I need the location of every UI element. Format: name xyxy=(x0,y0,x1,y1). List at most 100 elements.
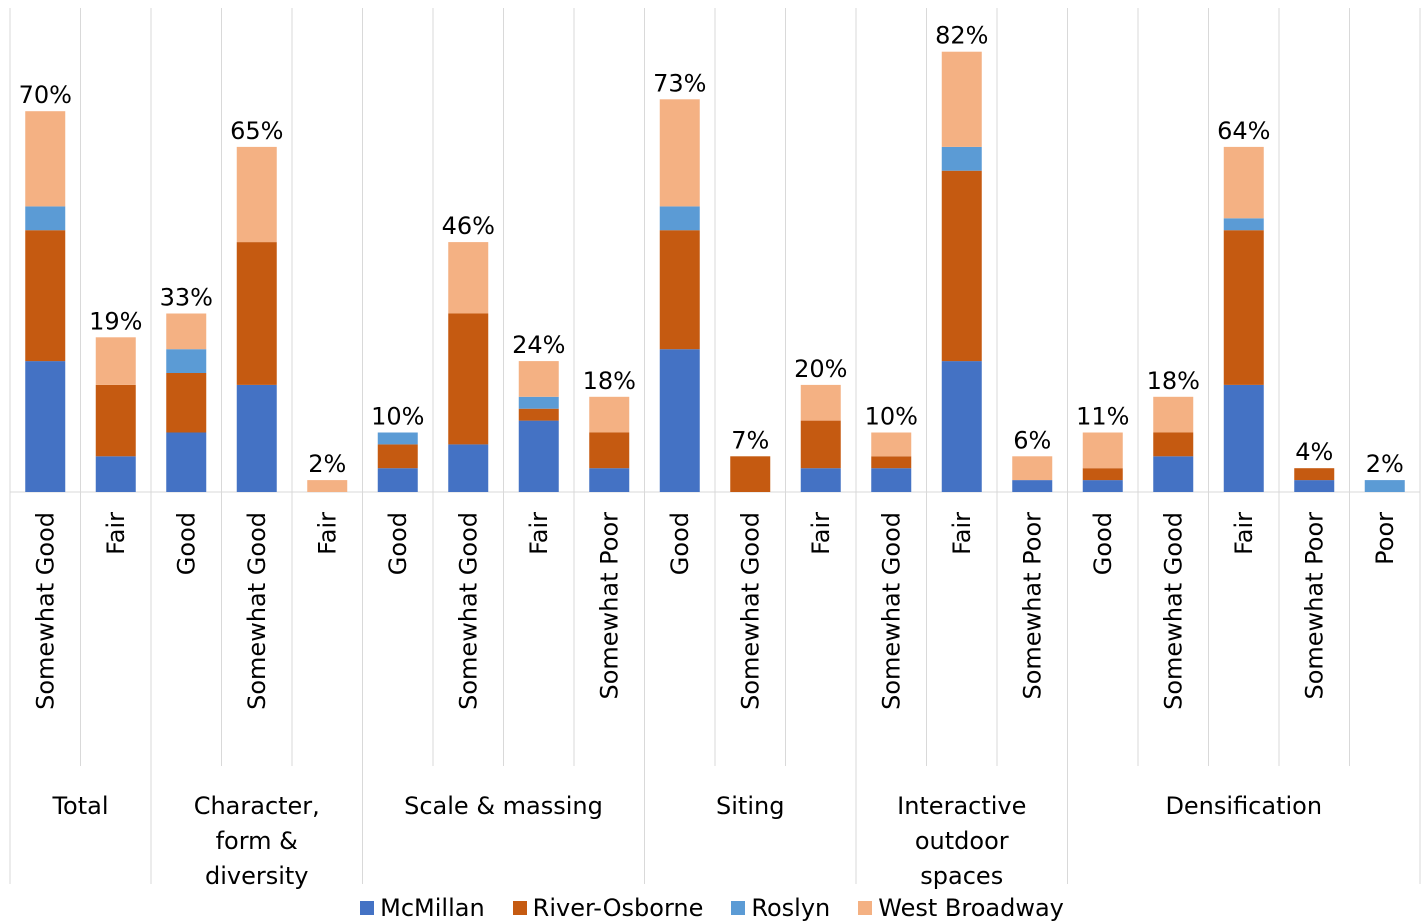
group-label-interactive-outdoor-spaces: Interactive xyxy=(897,792,1026,820)
bar-segment-river-osborne xyxy=(941,170,982,362)
category-tick-label: Somewhat Good xyxy=(31,512,59,710)
bar-segment-mcmillan xyxy=(941,361,982,492)
total-labels: 70% 19% 33% 65% 2% 10% 46% 24% 18% 73% 7% 20% 10% 82%… xyxy=(19,22,1404,478)
group-label-character-form-and-diversity: form & xyxy=(216,827,298,855)
bar-segment-mcmillan xyxy=(1012,480,1053,492)
bar-segment-mcmillan xyxy=(659,349,700,492)
category-tick-label: Fair xyxy=(1230,512,1258,555)
total-data-label: 70% xyxy=(19,81,72,109)
bar-segment-river-osborne xyxy=(1153,432,1194,457)
total-data-label: 24% xyxy=(512,331,565,359)
group-label-character-form-and-diversity: diversity xyxy=(205,862,309,890)
bar-segment-mcmillan xyxy=(377,468,418,492)
bar-segment-mcmillan xyxy=(25,361,66,492)
bar-segment-river-osborne xyxy=(25,230,66,362)
bar-segment-mcmillan xyxy=(1082,480,1123,492)
legend-item-roslyn: Roslyn xyxy=(731,892,830,924)
bar-segment-river-osborne xyxy=(166,373,207,433)
legend-item-west-broadway: West Broadway xyxy=(858,892,1064,924)
bar-segment-west-broadway xyxy=(1012,456,1053,481)
legend-item-river-osborne: River-Osborne xyxy=(512,892,703,924)
legend-swatch-mcmillan xyxy=(360,901,375,915)
category-tick-label: Somewhat Good xyxy=(1159,512,1187,710)
category-tick-label: Fair xyxy=(525,512,553,555)
total-data-label: 11% xyxy=(1076,403,1129,431)
bar-segment-west-broadway xyxy=(518,361,559,397)
bar-segment-roslyn xyxy=(377,432,418,445)
category-tick-label: Fair xyxy=(313,512,341,555)
bar-segment-mcmillan xyxy=(1153,456,1194,492)
bar-segment-west-broadway xyxy=(166,313,207,350)
chart-legend: McMillan River-Osborne Roslyn West Broadway xyxy=(0,892,1424,924)
bar-segment-roslyn xyxy=(518,396,559,409)
category-tick-label: Good xyxy=(172,512,200,575)
legend-label: West Broadway xyxy=(878,894,1064,922)
category-tick-label: Good xyxy=(1089,512,1117,575)
bar-segment-river-osborne xyxy=(730,456,771,492)
category-tick-label: Somewhat Poor xyxy=(595,512,623,700)
bar-segment-mcmillan xyxy=(236,384,277,492)
bar-segment-roslyn xyxy=(659,206,700,231)
total-data-label: 7% xyxy=(731,426,769,454)
category-tick-label: Somewhat Good xyxy=(736,512,764,710)
group-label-scale-and-massing: Scale & massing xyxy=(404,792,603,820)
bar-segment-river-osborne xyxy=(659,230,700,350)
bar-segment-river-osborne xyxy=(236,242,277,385)
bar-segment-river-osborne xyxy=(95,384,136,457)
total-data-label: 73% xyxy=(653,69,706,97)
bar-segment-west-broadway xyxy=(659,99,700,207)
total-data-label: 64% xyxy=(1217,117,1270,145)
bar-segment-river-osborne xyxy=(800,420,841,469)
total-data-label: 6% xyxy=(1013,426,1051,454)
category-tick-label: Good xyxy=(666,512,694,575)
legend-swatch-roslyn xyxy=(731,901,746,915)
category-tick-label: Poor xyxy=(1371,512,1399,565)
category-tick-label: Good xyxy=(384,512,412,575)
legend-label: Roslyn xyxy=(751,894,831,922)
category-tick-label: Fair xyxy=(948,512,976,555)
group-label-character-form-and-diversity: Character, xyxy=(194,792,320,820)
bar-segment-river-osborne xyxy=(1294,468,1335,481)
bar-segment-mcmillan xyxy=(166,432,207,492)
total-data-label: 18% xyxy=(1147,367,1200,395)
bar-segment-mcmillan xyxy=(871,468,912,492)
total-data-label: 82% xyxy=(935,22,988,50)
group-label-interactive-outdoor-spaces: outdoor xyxy=(915,827,1009,855)
group-separators xyxy=(9,8,1421,884)
total-data-label: 18% xyxy=(583,367,636,395)
bar-segment-river-osborne xyxy=(1082,468,1123,481)
legend-label: McMillan xyxy=(380,894,485,922)
bar-segment-west-broadway xyxy=(25,111,66,207)
bar-segment-river-osborne xyxy=(518,408,559,421)
bar-segment-west-broadway xyxy=(941,51,982,147)
bar-segment-west-broadway xyxy=(589,396,630,433)
total-data-label: 33% xyxy=(160,284,213,312)
total-data-label: 10% xyxy=(371,403,424,431)
total-data-label: 20% xyxy=(794,355,847,383)
category-tick-label: Somewhat Good xyxy=(877,512,905,710)
category-labels: Somewhat Good Fair Good Somewhat Good Fair Go… xyxy=(31,512,1399,710)
bar-segment-mcmillan xyxy=(448,444,489,492)
group-label-densification: Densification xyxy=(1165,792,1322,820)
total-data-label: 10% xyxy=(865,403,918,431)
bar-segment-west-broadway xyxy=(871,432,912,457)
legend-item-mcmillan: McMillan xyxy=(360,892,485,924)
bar-segment-west-broadway xyxy=(307,480,348,492)
bar-segment-west-broadway xyxy=(236,146,277,243)
bar-segment-river-osborne xyxy=(589,432,630,469)
bar-segment-mcmillan xyxy=(1223,384,1264,492)
bar-segment-river-osborne xyxy=(377,444,418,469)
legend-swatch-west-broadway xyxy=(858,901,873,915)
total-data-label: 65% xyxy=(230,117,283,145)
total-data-label: 19% xyxy=(89,307,142,335)
legend-swatch-river-osborne xyxy=(512,901,527,915)
bar-stacks xyxy=(25,51,1405,492)
bar-segment-roslyn xyxy=(25,206,66,231)
bar-segment-mcmillan xyxy=(1294,480,1335,492)
bar-segment-west-broadway xyxy=(1223,146,1264,219)
category-tick-label: Fair xyxy=(102,512,130,555)
bar-segment-roslyn xyxy=(1364,480,1405,492)
bar-segment-west-broadway xyxy=(1082,432,1123,469)
category-tick-label: Somewhat Good xyxy=(454,512,482,710)
